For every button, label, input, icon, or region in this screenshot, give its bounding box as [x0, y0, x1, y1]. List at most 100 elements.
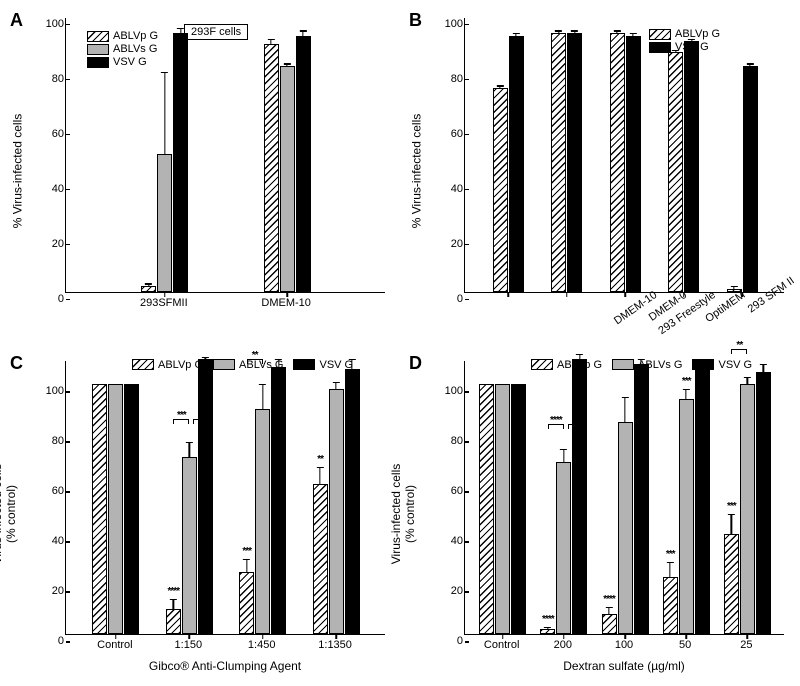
y-tick: 100 — [433, 385, 463, 397]
bar — [679, 399, 694, 634]
x-tick-label: 200 — [554, 639, 572, 651]
legend-text: ABLVs G — [638, 359, 682, 371]
bar — [618, 422, 633, 635]
panel-a-callout: 293F cells — [184, 24, 248, 40]
legend-item: ABLVp G — [87, 30, 158, 42]
panel-d-xaxis: Dextran sulfate (µg/ml) Control200100502… — [464, 635, 784, 675]
error-bar — [335, 383, 336, 391]
figure-grid: A % Virus-infected cells 020406080100 29… — [10, 10, 790, 675]
x-tick-label: 50 — [679, 639, 691, 651]
bar-group — [727, 66, 758, 292]
x-tick-label: DMEM-10 — [261, 297, 311, 309]
y-tick: 20 — [433, 238, 463, 250]
bar — [610, 33, 625, 292]
y-tick: 60 — [34, 128, 64, 140]
error-bar — [563, 450, 564, 463]
panel-b-legend: ABLVp G VSV G — [649, 28, 720, 53]
legend-item: VSV G — [87, 56, 158, 68]
panel-b-xaxis: DMEM-10DMEM-0293 FreestyleOptiMEM293 SFM… — [464, 283, 784, 333]
x-tick-label: 293SFMII — [140, 297, 188, 309]
bar — [634, 364, 649, 634]
bar-group — [610, 33, 641, 292]
bar — [556, 462, 571, 635]
legend-item: ABLVp G — [649, 28, 720, 40]
panel-c-plot: *************** — [65, 361, 385, 636]
error-bar — [246, 560, 247, 573]
legend-text: ABLVp G — [158, 359, 203, 371]
bar — [198, 359, 213, 634]
panel-c-yaxis: 020406080100 — [46, 361, 64, 636]
legend-text: VSV G — [319, 359, 353, 371]
y-tick: 0 — [34, 293, 64, 305]
y-tick: 40 — [433, 535, 463, 547]
bar — [511, 384, 526, 634]
legend-item: ABLVs G — [213, 359, 283, 371]
legend-text: VSV G — [718, 359, 752, 371]
bar — [756, 372, 771, 635]
bar — [296, 36, 311, 292]
bar — [329, 389, 344, 634]
bar — [663, 577, 678, 635]
bar-group — [602, 364, 649, 634]
legend-text: ABLVp G — [675, 28, 720, 40]
y-tick: 80 — [433, 73, 463, 85]
bar — [271, 367, 286, 635]
bar-group — [264, 36, 311, 292]
legend-text: VSV G — [675, 41, 709, 53]
error-bar — [271, 40, 272, 46]
bar-group — [493, 36, 524, 292]
bar — [626, 36, 641, 292]
legend-item: VSV G — [293, 359, 353, 371]
x-tick-label: 1:150 — [175, 639, 203, 651]
bar-group — [724, 372, 771, 635]
bar — [567, 33, 582, 292]
bar — [141, 286, 156, 292]
bar-group — [141, 33, 188, 292]
error-bar — [180, 29, 181, 35]
panel-c-xaxis: Gibco® Anti-Clumping Agent Control1:1501… — [65, 635, 385, 675]
x-tick-label: 293 SFM II — [746, 289, 777, 315]
error-bar — [173, 600, 174, 610]
bar — [684, 41, 699, 291]
error-bar — [574, 31, 575, 34]
black-swatch-icon — [692, 359, 714, 370]
y-tick: 40 — [34, 535, 64, 547]
bar — [572, 359, 587, 634]
error-bar — [515, 34, 516, 37]
error-bar — [616, 31, 617, 34]
legend-item: ABLVp G — [531, 359, 602, 371]
y-tick: 100 — [34, 385, 64, 397]
panel-d-xlabel: Dextran sulfate (µg/ml) — [563, 659, 685, 673]
panel-c-xlabel: Gibco® Anti-Clumping Agent — [149, 659, 301, 673]
panel-c-legend: ABLVp G ABLVs G VSV G — [132, 359, 353, 371]
bar — [479, 384, 494, 634]
error-bar — [189, 443, 190, 458]
bar — [173, 33, 188, 292]
panel-a-label: A — [10, 10, 23, 31]
panel-d-legend: ABLVp G ABLVs G VSV G — [531, 359, 752, 371]
significance-marker: * — [198, 410, 201, 421]
panel-c-label: C — [10, 353, 23, 374]
panel-b-plot — [464, 18, 784, 293]
black-swatch-icon — [649, 42, 671, 53]
bar — [540, 629, 555, 634]
error-bar — [319, 468, 320, 486]
significance-marker: **** — [550, 415, 562, 426]
legend-text: VSV G — [113, 56, 147, 68]
error-bar — [632, 34, 633, 37]
y-tick: 80 — [433, 435, 463, 447]
x-tick-label: 25 — [740, 639, 752, 651]
bar — [493, 88, 508, 292]
error-bar — [547, 628, 548, 631]
error-bar — [749, 64, 750, 67]
legend-item: VSV G — [692, 359, 752, 371]
bar-group — [479, 384, 526, 634]
y-tick: 80 — [34, 73, 64, 85]
bar — [108, 384, 123, 634]
significance-marker: *** — [177, 410, 186, 421]
legend-text: ABLVs G — [113, 43, 157, 55]
panel-d-plot: ************************ — [464, 361, 784, 636]
error-bar — [731, 515, 732, 535]
bar — [602, 614, 617, 634]
panel-a-yaxis: 020406080100 — [46, 18, 64, 293]
